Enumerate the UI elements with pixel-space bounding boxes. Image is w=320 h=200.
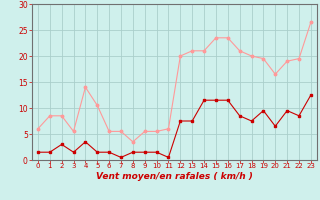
- X-axis label: Vent moyen/en rafales ( km/h ): Vent moyen/en rafales ( km/h ): [96, 172, 253, 181]
